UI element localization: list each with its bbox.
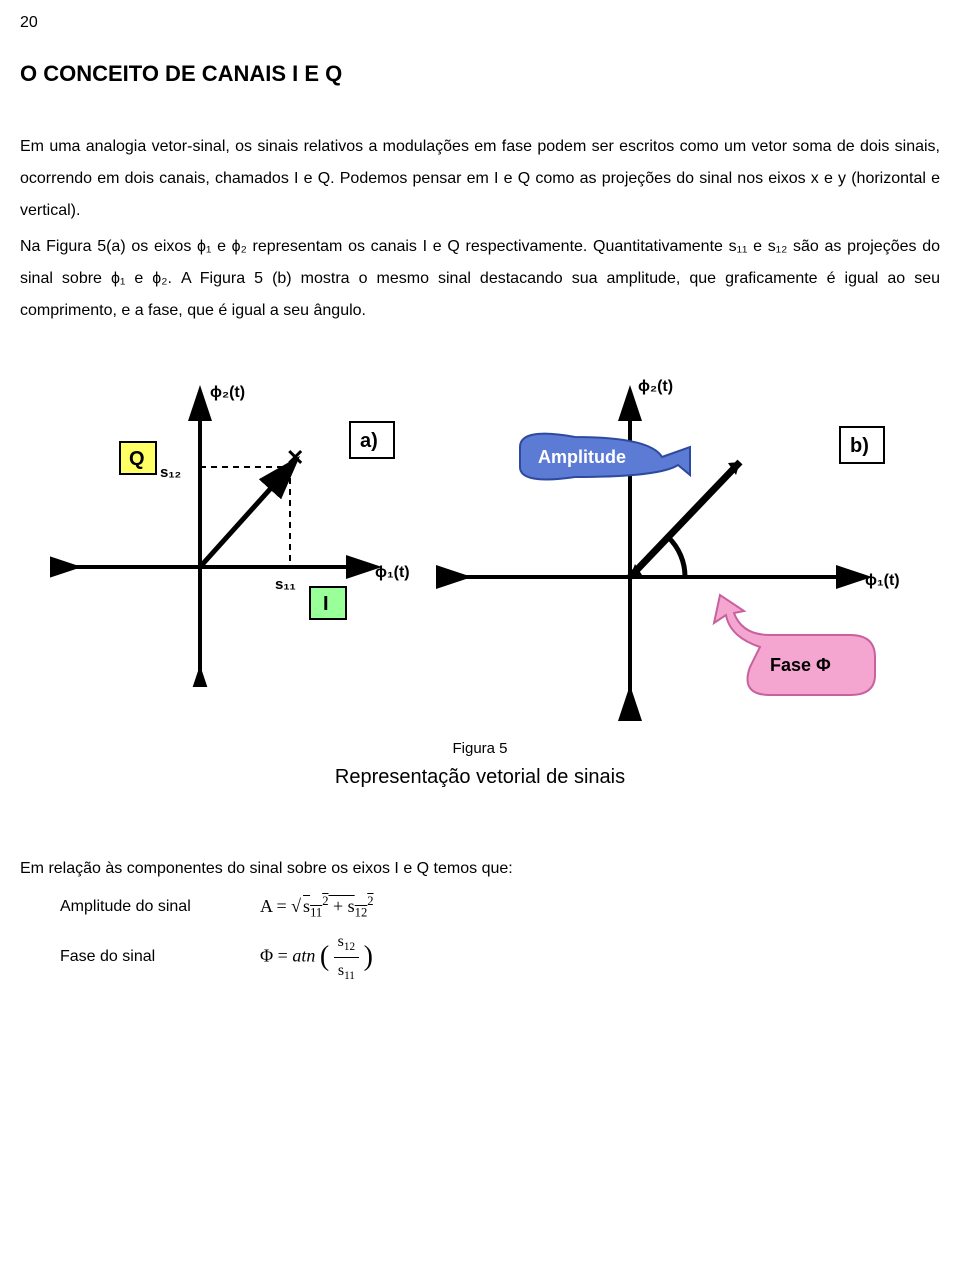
panel-a-x-axis-label: ϕ₁(t) bbox=[375, 564, 410, 581]
amplitude-equation-math: A = √s112 + s122 bbox=[260, 891, 376, 923]
closing-line: Em relação às componentes do sinal sobre… bbox=[20, 853, 940, 885]
panel-b-phase-label: Fase Φ bbox=[770, 655, 831, 675]
phase-equation: Fase do sinal Φ = atn ( s12 s11 ) bbox=[60, 929, 940, 986]
amplitude-equation-label: Amplitude do sinal bbox=[60, 894, 260, 920]
figure-5: ϕ₂(t) ϕ₁(t) ✕ s₁₂ s₁₁ Q I a) ϕ bbox=[20, 367, 940, 727]
panel-a-i-label: I bbox=[323, 593, 329, 615]
phase-equation-label: Fase do sinal bbox=[60, 944, 260, 970]
figure-5-caption-number: Figura 5 bbox=[20, 737, 940, 761]
paragraph-1: Em uma analogia vetor-sinal, os sinais r… bbox=[20, 131, 940, 227]
panel-b-y-axis-label: ϕ₂(t) bbox=[638, 378, 673, 395]
page-number: 20 bbox=[20, 10, 940, 36]
figure-5-caption-text: Representação vetorial de sinais bbox=[20, 761, 940, 793]
panel-a-q-label: Q bbox=[129, 448, 145, 470]
panel-a-label: a) bbox=[360, 430, 378, 452]
panel-b-label: b) bbox=[850, 435, 869, 457]
figure-5-panel-b: ϕ₂(t) ϕ₁(t) Amplitude Fase Φ b) bbox=[430, 367, 910, 727]
panel-a-s12-label: s₁₂ bbox=[160, 464, 181, 481]
panel-a-s11-label: s₁₁ bbox=[275, 576, 296, 593]
page-title: O CONCEITO DE CANAIS I E Q bbox=[20, 56, 940, 91]
figure-5-panel-a: ϕ₂(t) ϕ₁(t) ✕ s₁₂ s₁₁ Q I a) bbox=[50, 367, 410, 687]
panel-b-x-axis-label: ϕ₁(t) bbox=[865, 572, 900, 589]
panel-a-y-axis-label: ϕ₂(t) bbox=[210, 384, 245, 401]
amplitude-equation: Amplitude do sinal A = √s112 + s122 bbox=[60, 891, 940, 923]
phase-equation-math: Φ = atn ( s12 s11 ) bbox=[260, 929, 373, 986]
paragraph-2: Na Figura 5(a) os eixos ϕ₁ e ϕ₂ represen… bbox=[20, 231, 940, 327]
figure-5-caption: Figura 5 Representação vetorial de sinai… bbox=[20, 737, 940, 793]
panel-b-amplitude-label: Amplitude bbox=[538, 447, 626, 467]
